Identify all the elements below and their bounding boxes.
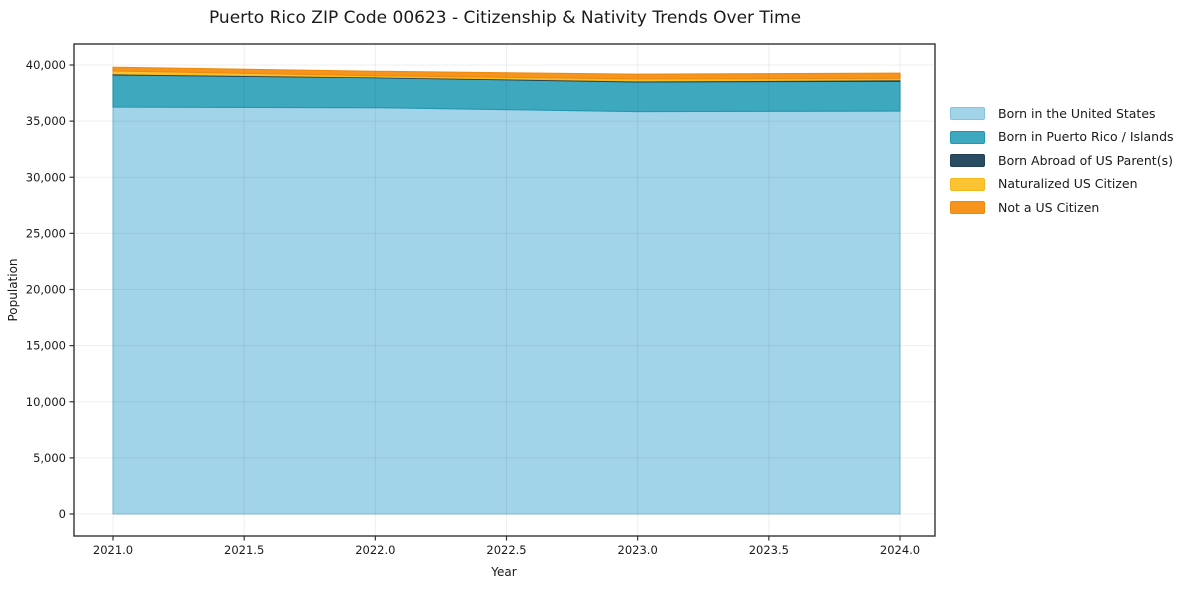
legend-item-1: Born in Puerto Rico / Islands — [950, 126, 1174, 150]
area-series-4 — [112, 66, 901, 80]
legend-label: Not a US Citizen — [998, 199, 1100, 215]
legend-swatch-icon — [950, 201, 985, 215]
x-tick-label: 2023.0 — [618, 543, 658, 557]
y-axis-label: Population — [6, 258, 20, 321]
y-tick-label: 20,000 — [26, 283, 66, 297]
chart-title: Puerto Rico ZIP Code 00623 - Citizenship… — [209, 8, 801, 28]
legend-item-3: Naturalized US Citizen — [950, 173, 1174, 197]
legend-swatch-icon — [950, 130, 985, 144]
y-tick-label: 35,000 — [26, 114, 66, 128]
x-axis-label: Year — [490, 565, 516, 579]
y-tick-label: 5,000 — [33, 451, 66, 465]
legend-item-2: Born Abroad of US Parent(s) — [950, 149, 1174, 173]
legend-swatch-icon — [950, 177, 985, 191]
y-tick-label: 0 — [59, 507, 66, 521]
legend-label: Born in Puerto Rico / Islands — [998, 129, 1174, 144]
y-tick-label: 30,000 — [26, 170, 66, 184]
y-tick-label: 15,000 — [26, 339, 66, 353]
legend-item-0: Born in the United States — [950, 102, 1174, 126]
y-tick-label: 10,000 — [26, 395, 66, 409]
legend: Born in the United States Born in Puerto … — [950, 102, 1174, 220]
legend-label: Born in the United States — [998, 105, 1156, 121]
x-tick-label: 2024.0 — [880, 543, 920, 557]
legend-swatch-icon — [950, 107, 985, 121]
y-tick-label: 25,000 — [26, 226, 66, 240]
x-tick-label: 2023.5 — [749, 543, 789, 557]
y-tick-label: 40,000 — [26, 58, 66, 72]
x-tick-label: 2021.5 — [224, 543, 264, 557]
x-tick-label: 2021.0 — [93, 543, 133, 557]
legend-label: Born Abroad of US Parent(s) — [998, 152, 1173, 168]
x-tick-label: 2022.0 — [355, 543, 395, 557]
legend-swatch-icon — [950, 154, 985, 168]
legend-item-4: Not a US Citizen — [950, 196, 1174, 220]
x-tick-label: 2022.5 — [486, 543, 526, 557]
legend-label: Naturalized US Citizen — [998, 176, 1138, 191]
